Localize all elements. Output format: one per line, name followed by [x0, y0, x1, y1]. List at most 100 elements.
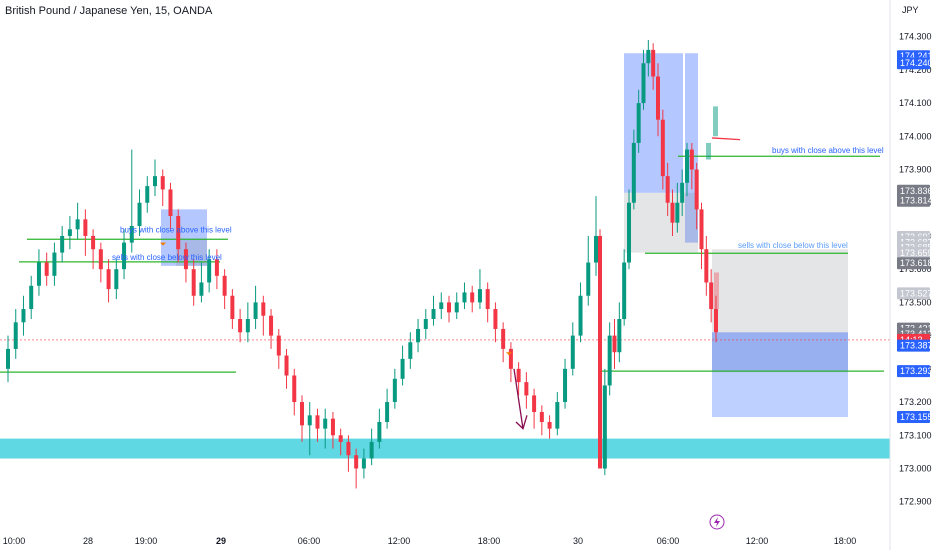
candle[interactable]: [454, 292, 459, 319]
candle[interactable]: [21, 295, 26, 336]
candle[interactable]: [261, 295, 266, 336]
candle[interactable]: [377, 408, 382, 449]
candle[interactable]: [651, 43, 656, 90]
candle[interactable]: [253, 285, 258, 329]
candle[interactable]: [709, 269, 714, 323]
candle[interactable]: [501, 322, 506, 363]
candle[interactable]: [354, 448, 359, 489]
candle[interactable]: [392, 368, 397, 409]
candle[interactable]: [214, 249, 219, 290]
candle[interactable]: [714, 295, 718, 343]
candle[interactable]: [602, 368, 607, 476]
candle[interactable]: [607, 322, 612, 396]
candle[interactable]: [230, 289, 235, 329]
candle[interactable]: [83, 209, 88, 256]
candle[interactable]: [323, 408, 328, 449]
candle[interactable]: [570, 322, 575, 376]
candle[interactable]: [699, 202, 704, 270]
candle[interactable]: [75, 202, 80, 240]
candle[interactable]: [670, 189, 675, 236]
replay-icon[interactable]: [709, 514, 725, 530]
candle[interactable]: [315, 408, 320, 442]
candle[interactable]: [13, 309, 18, 359]
candle[interactable]: [114, 259, 119, 300]
candle[interactable]: [245, 302, 250, 343]
candle[interactable]: [346, 435, 351, 472]
candle[interactable]: [694, 162, 699, 230]
candle[interactable]: [137, 189, 142, 236]
candle[interactable]: [685, 142, 689, 197]
candles[interactable]: [6, 39, 718, 489]
candle[interactable]: [176, 209, 181, 263]
candle[interactable]: [555, 392, 560, 436]
candle[interactable]: [641, 49, 646, 110]
candle[interactable]: [617, 302, 622, 363]
candle[interactable]: [704, 235, 709, 296]
candle[interactable]: [485, 282, 490, 323]
candle[interactable]: [689, 142, 694, 190]
candle[interactable]: [67, 216, 72, 250]
candle[interactable]: [191, 259, 196, 306]
candle[interactable]: [106, 259, 111, 303]
candle[interactable]: [145, 176, 150, 213]
candle[interactable]: [462, 282, 467, 310]
candle[interactable]: [6, 335, 10, 383]
candle[interactable]: [470, 285, 475, 313]
candle[interactable]: [129, 149, 134, 253]
candle[interactable]: [60, 225, 65, 263]
candle[interactable]: [656, 63, 660, 137]
candle[interactable]: [594, 196, 598, 276]
candle[interactable]: [207, 249, 212, 293]
candle[interactable]: [516, 362, 521, 396]
candle[interactable]: [44, 252, 49, 286]
candle[interactable]: [292, 368, 297, 416]
candle[interactable]: [439, 292, 444, 319]
candle[interactable]: [98, 242, 103, 283]
candle[interactable]: [586, 235, 591, 306]
candle[interactable]: [400, 345, 405, 386]
candle[interactable]: [361, 448, 366, 479]
candle[interactable]: [199, 262, 204, 303]
candle[interactable]: [369, 428, 374, 466]
candle[interactable]: [493, 302, 498, 343]
candle[interactable]: [680, 169, 685, 217]
candle[interactable]: [622, 249, 627, 326]
price-axis[interactable]: JPY 174.300 174.200 174.100 174.000 173.900 1…: [889, 0, 932, 550]
candle[interactable]: [330, 412, 335, 449]
candle[interactable]: [385, 388, 390, 429]
candle[interactable]: [36, 249, 41, 296]
time-axis[interactable]: 10:00 28 19:00 29 06:00 12:00 18:00 30 06:00 12:0…: [3, 536, 857, 546]
candle[interactable]: [636, 89, 641, 153]
candle[interactable]: [612, 319, 617, 369]
candle[interactable]: [238, 309, 243, 343]
candle[interactable]: [168, 182, 173, 230]
candle[interactable]: [563, 358, 568, 409]
candle[interactable]: [408, 332, 413, 369]
candle[interactable]: [598, 229, 602, 469]
candle[interactable]: [160, 169, 165, 207]
candle[interactable]: [508, 342, 513, 383]
candle[interactable]: [447, 295, 451, 323]
candle[interactable]: [338, 428, 343, 456]
candle[interactable]: [276, 328, 281, 369]
candle[interactable]: [29, 275, 34, 319]
candle[interactable]: [431, 295, 436, 326]
candle[interactable]: [532, 388, 537, 429]
candle[interactable]: [183, 242, 188, 283]
candle[interactable]: [539, 405, 544, 436]
candle[interactable]: [122, 229, 127, 280]
candle[interactable]: [627, 189, 631, 270]
candle[interactable]: [423, 309, 428, 339]
candle[interactable]: [660, 109, 665, 190]
candle[interactable]: [222, 269, 227, 310]
candle[interactable]: [307, 402, 312, 456]
candle[interactable]: [284, 348, 289, 389]
candle[interactable]: [52, 242, 57, 286]
candle[interactable]: [416, 319, 421, 353]
candle[interactable]: [578, 282, 583, 343]
candle[interactable]: [665, 162, 670, 217]
candle[interactable]: [477, 269, 482, 310]
candle[interactable]: [675, 182, 680, 233]
candle[interactable]: [547, 415, 552, 439]
